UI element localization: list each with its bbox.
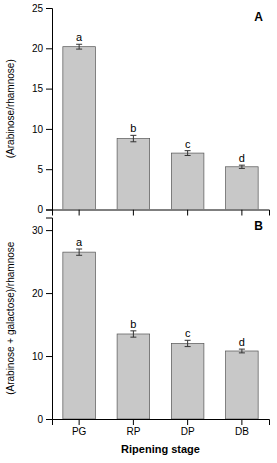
x-axis-title: Ripening stage [121,443,200,455]
x-tick: RP [126,419,140,437]
bar [63,252,96,419]
panel-title: B [254,219,263,233]
y-tick: 25 [32,3,52,14]
bar [226,351,259,419]
y-tick: 10 [32,351,52,362]
x-tick: DB [235,419,249,437]
bar [226,167,259,210]
x-tick [133,210,134,216]
bar [171,343,204,419]
y-tick-label: 10 [32,124,44,135]
x-tick-label: DP [181,426,195,437]
error-bar [76,44,82,49]
annotation: a [76,236,83,248]
x-tick [241,210,242,216]
x-tick: PG [72,419,87,437]
error-bar [185,340,191,346]
annotation: d [239,152,245,164]
y-axis-title: (Arabinose + galactose)/rhamnose [5,241,16,395]
y-tick-mark [46,230,52,231]
y-tick: 30 [32,225,52,236]
annotation: b [130,318,136,330]
x-tick-mark [187,210,188,216]
y-tick-mark [46,129,52,130]
x-tick [187,210,188,216]
x-tick: DP [181,419,195,437]
x-tick-label: PG [72,426,87,437]
marks [63,44,258,209]
panel: 0 10 20 30 PG RP DP DB a b c d B (Arabinose + galacto… [5,218,270,455]
y-tick-mark [46,419,52,420]
y-tick-mark [46,210,52,211]
error-bar [185,151,191,156]
y-tick-mark [46,89,52,90]
x-tick-label: RP [126,426,140,437]
panel-title: A [254,10,263,24]
x-tick-mark [133,210,134,216]
y-tick-mark [46,293,52,294]
y-axis-title: (Arabinose/rhamnose) [5,59,16,158]
x-tick-label: DB [235,426,249,437]
x-tick-mark [241,210,242,216]
error-bar [130,135,136,141]
y-tick-mark [46,356,52,357]
marks [63,249,258,419]
error-bar [239,165,245,168]
y-axis-line [46,9,53,211]
bar [117,334,150,419]
y-tick-label: 30 [32,225,44,236]
y-tick-label: 20 [32,288,44,299]
y-tick-label: 20 [32,43,44,54]
y-tick-mark [46,169,52,170]
x-tick-mark [187,419,188,425]
y-tick: 15 [32,83,52,94]
annotation: c [185,327,191,339]
error-bar [239,349,245,353]
y-tick-label: 5 [37,164,43,175]
error-bar [76,249,82,255]
bar [117,139,150,210]
bar [63,47,96,210]
x-axis [53,210,270,216]
y-tick: 0 [37,414,52,425]
x-tick-mark [133,419,134,425]
chart-root: 0 5 10 15 20 25 a b c d A (Arabinose/rhamnose) 0 10 20… [0,0,277,463]
x-tick [79,210,80,216]
annotation: a [76,31,83,43]
y-tick-label: 0 [37,414,43,425]
annotation: d [239,336,245,348]
panel: 0 5 10 15 20 25 a b c d A (Arabinose/rhamnose) [5,3,270,216]
y-tick: 5 [37,164,52,175]
y-axis: 0 10 20 30 [32,218,53,425]
annotation: b [130,122,136,134]
x-axis: PG RP DP DB [53,419,270,437]
x-tick-mark [79,419,80,425]
y-tick-label: 15 [32,83,44,94]
x-axis-line [53,420,270,426]
y-tick-label: 10 [32,351,44,362]
y-axis-line [46,218,53,420]
y-tick-mark [46,8,52,9]
error-bar [130,331,136,337]
y-tick: 20 [32,288,52,299]
x-axis-line [53,210,270,216]
bar [171,153,204,209]
y-tick: 0 [37,204,52,215]
y-tick: 20 [32,43,52,54]
x-tick-mark [79,210,80,216]
y-axis: 0 5 10 15 20 25 [32,3,53,216]
annotations: a b c d [76,31,245,164]
y-tick-mark [46,48,52,49]
y-tick-label: 25 [32,3,44,14]
annotation: c [185,138,191,150]
annotations: a b c d [76,236,245,348]
y-tick: 10 [32,124,52,135]
x-tick-mark [241,419,242,425]
y-tick-label: 0 [37,204,43,215]
